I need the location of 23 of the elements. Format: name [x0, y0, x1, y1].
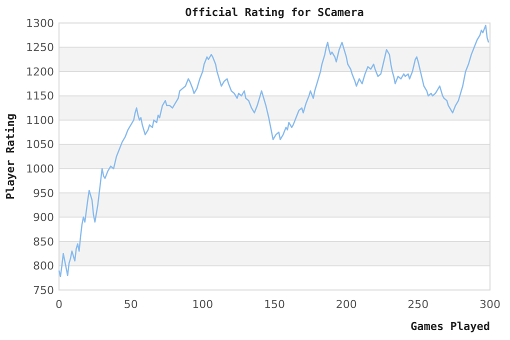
- y-tick-label: 1250: [26, 41, 54, 54]
- line-series: [58, 24, 490, 278]
- x-tick-label: 0: [56, 298, 62, 311]
- y-tick-label: 850: [33, 235, 54, 248]
- y-tick-label: 800: [33, 260, 54, 273]
- x-tick-label: 100: [192, 298, 214, 311]
- x-tick-label: 150: [264, 298, 285, 311]
- x-tick-label: 300: [480, 298, 500, 311]
- y-tick-label: 1200: [26, 65, 54, 78]
- y-tick-label: 1300: [26, 16, 54, 30]
- x-tick-label: 50: [124, 298, 138, 311]
- x-axis-title: Games Played: [410, 320, 490, 333]
- y-tick-label: 1150: [26, 90, 54, 103]
- x-tick-label: 200: [336, 298, 357, 311]
- y-tick-label: 750: [33, 284, 54, 297]
- y-tick-label: 950: [33, 186, 54, 200]
- y-axis-title: Player Rating: [4, 113, 17, 200]
- y-tick-label: 1100: [26, 114, 54, 127]
- chart-title: Official Rating for SCamera: [185, 6, 364, 19]
- x-tick-label: 250: [408, 298, 429, 311]
- y-tick-label: 1000: [26, 162, 54, 176]
- y-tick-label: 1050: [26, 138, 54, 152]
- y-tick-label: 900: [33, 211, 54, 224]
